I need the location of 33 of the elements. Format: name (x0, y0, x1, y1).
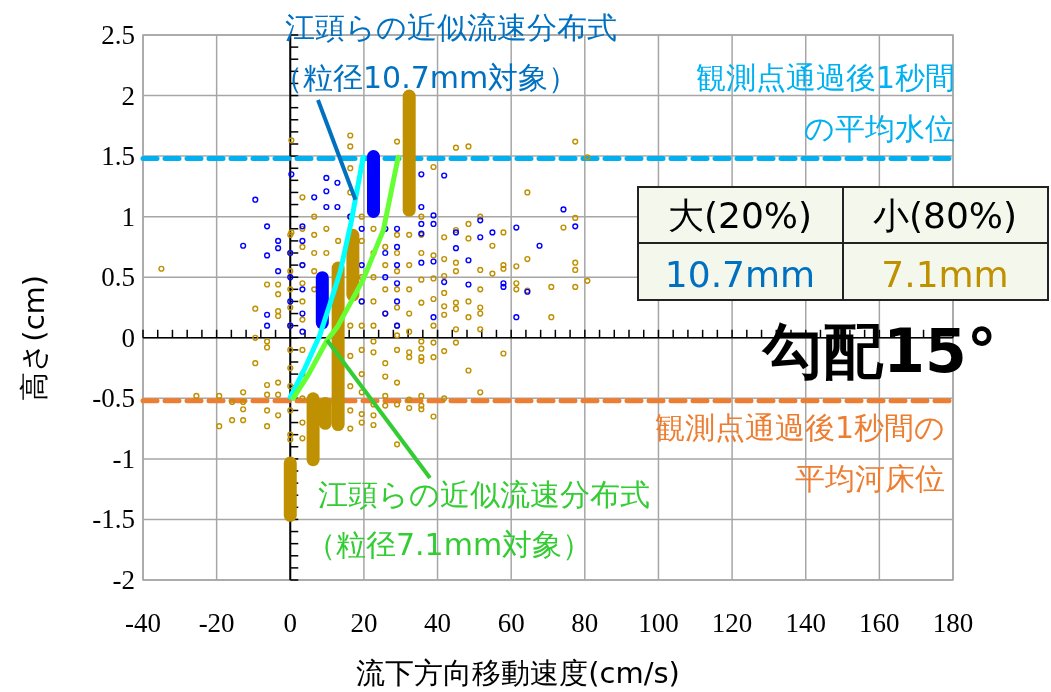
x-tick-label: 100 (638, 608, 679, 638)
x-tick-label: -20 (198, 608, 235, 638)
y-tick-label: -0.5 (92, 383, 135, 414)
annotation: 江頭らの近似流速分布式（粒径7.1mm対象） (306, 477, 650, 562)
annotation: 小(80%) (872, 195, 1018, 236)
annotation: 勾配15° (761, 316, 997, 386)
y-tick-label: -2 (112, 565, 135, 595)
annotation: 10.7mm (664, 254, 816, 295)
y-tick-label: 1.5 (101, 141, 135, 172)
x-tick-label: 140 (785, 608, 826, 638)
annotation: 江頭らの近似流速分布式（粒径10.7mm対象） (273, 10, 617, 95)
y-tick-label: 2 (121, 80, 135, 111)
y-tick-label: 2.5 (101, 20, 135, 50)
y-axis-title: 高さ(cm) (17, 274, 51, 401)
y-tick-label: 0 (121, 322, 135, 353)
annotation: 7.1mm (881, 254, 1009, 295)
y-tick-label: 1 (121, 201, 135, 232)
y-tick-label: -1 (112, 443, 135, 474)
x-tick-label: -40 (125, 608, 161, 638)
y-tick-label: 0.5 (101, 262, 135, 293)
x-tick-label: 120 (711, 608, 753, 638)
annotation: 大(20%) (667, 195, 813, 236)
x-axis-title: 流下方向移動速度(cm/s) (356, 656, 680, 690)
x-tick-label: 60 (497, 608, 525, 638)
x-tick-label: 40 (424, 608, 452, 638)
ref-line-label: 観測点通過後1秒間の平均水位 (695, 60, 955, 146)
x-tick-label: 20 (350, 608, 378, 638)
ref-line-label: 観測点通過後1秒間の平均河床位 (654, 410, 945, 496)
x-tick-label: 160 (859, 608, 900, 638)
y-tick-label: -1.5 (92, 504, 135, 535)
x-tick-label: 80 (571, 608, 599, 638)
x-tick-label: 0 (283, 608, 298, 638)
x-tick-label: 180 (932, 608, 974, 638)
